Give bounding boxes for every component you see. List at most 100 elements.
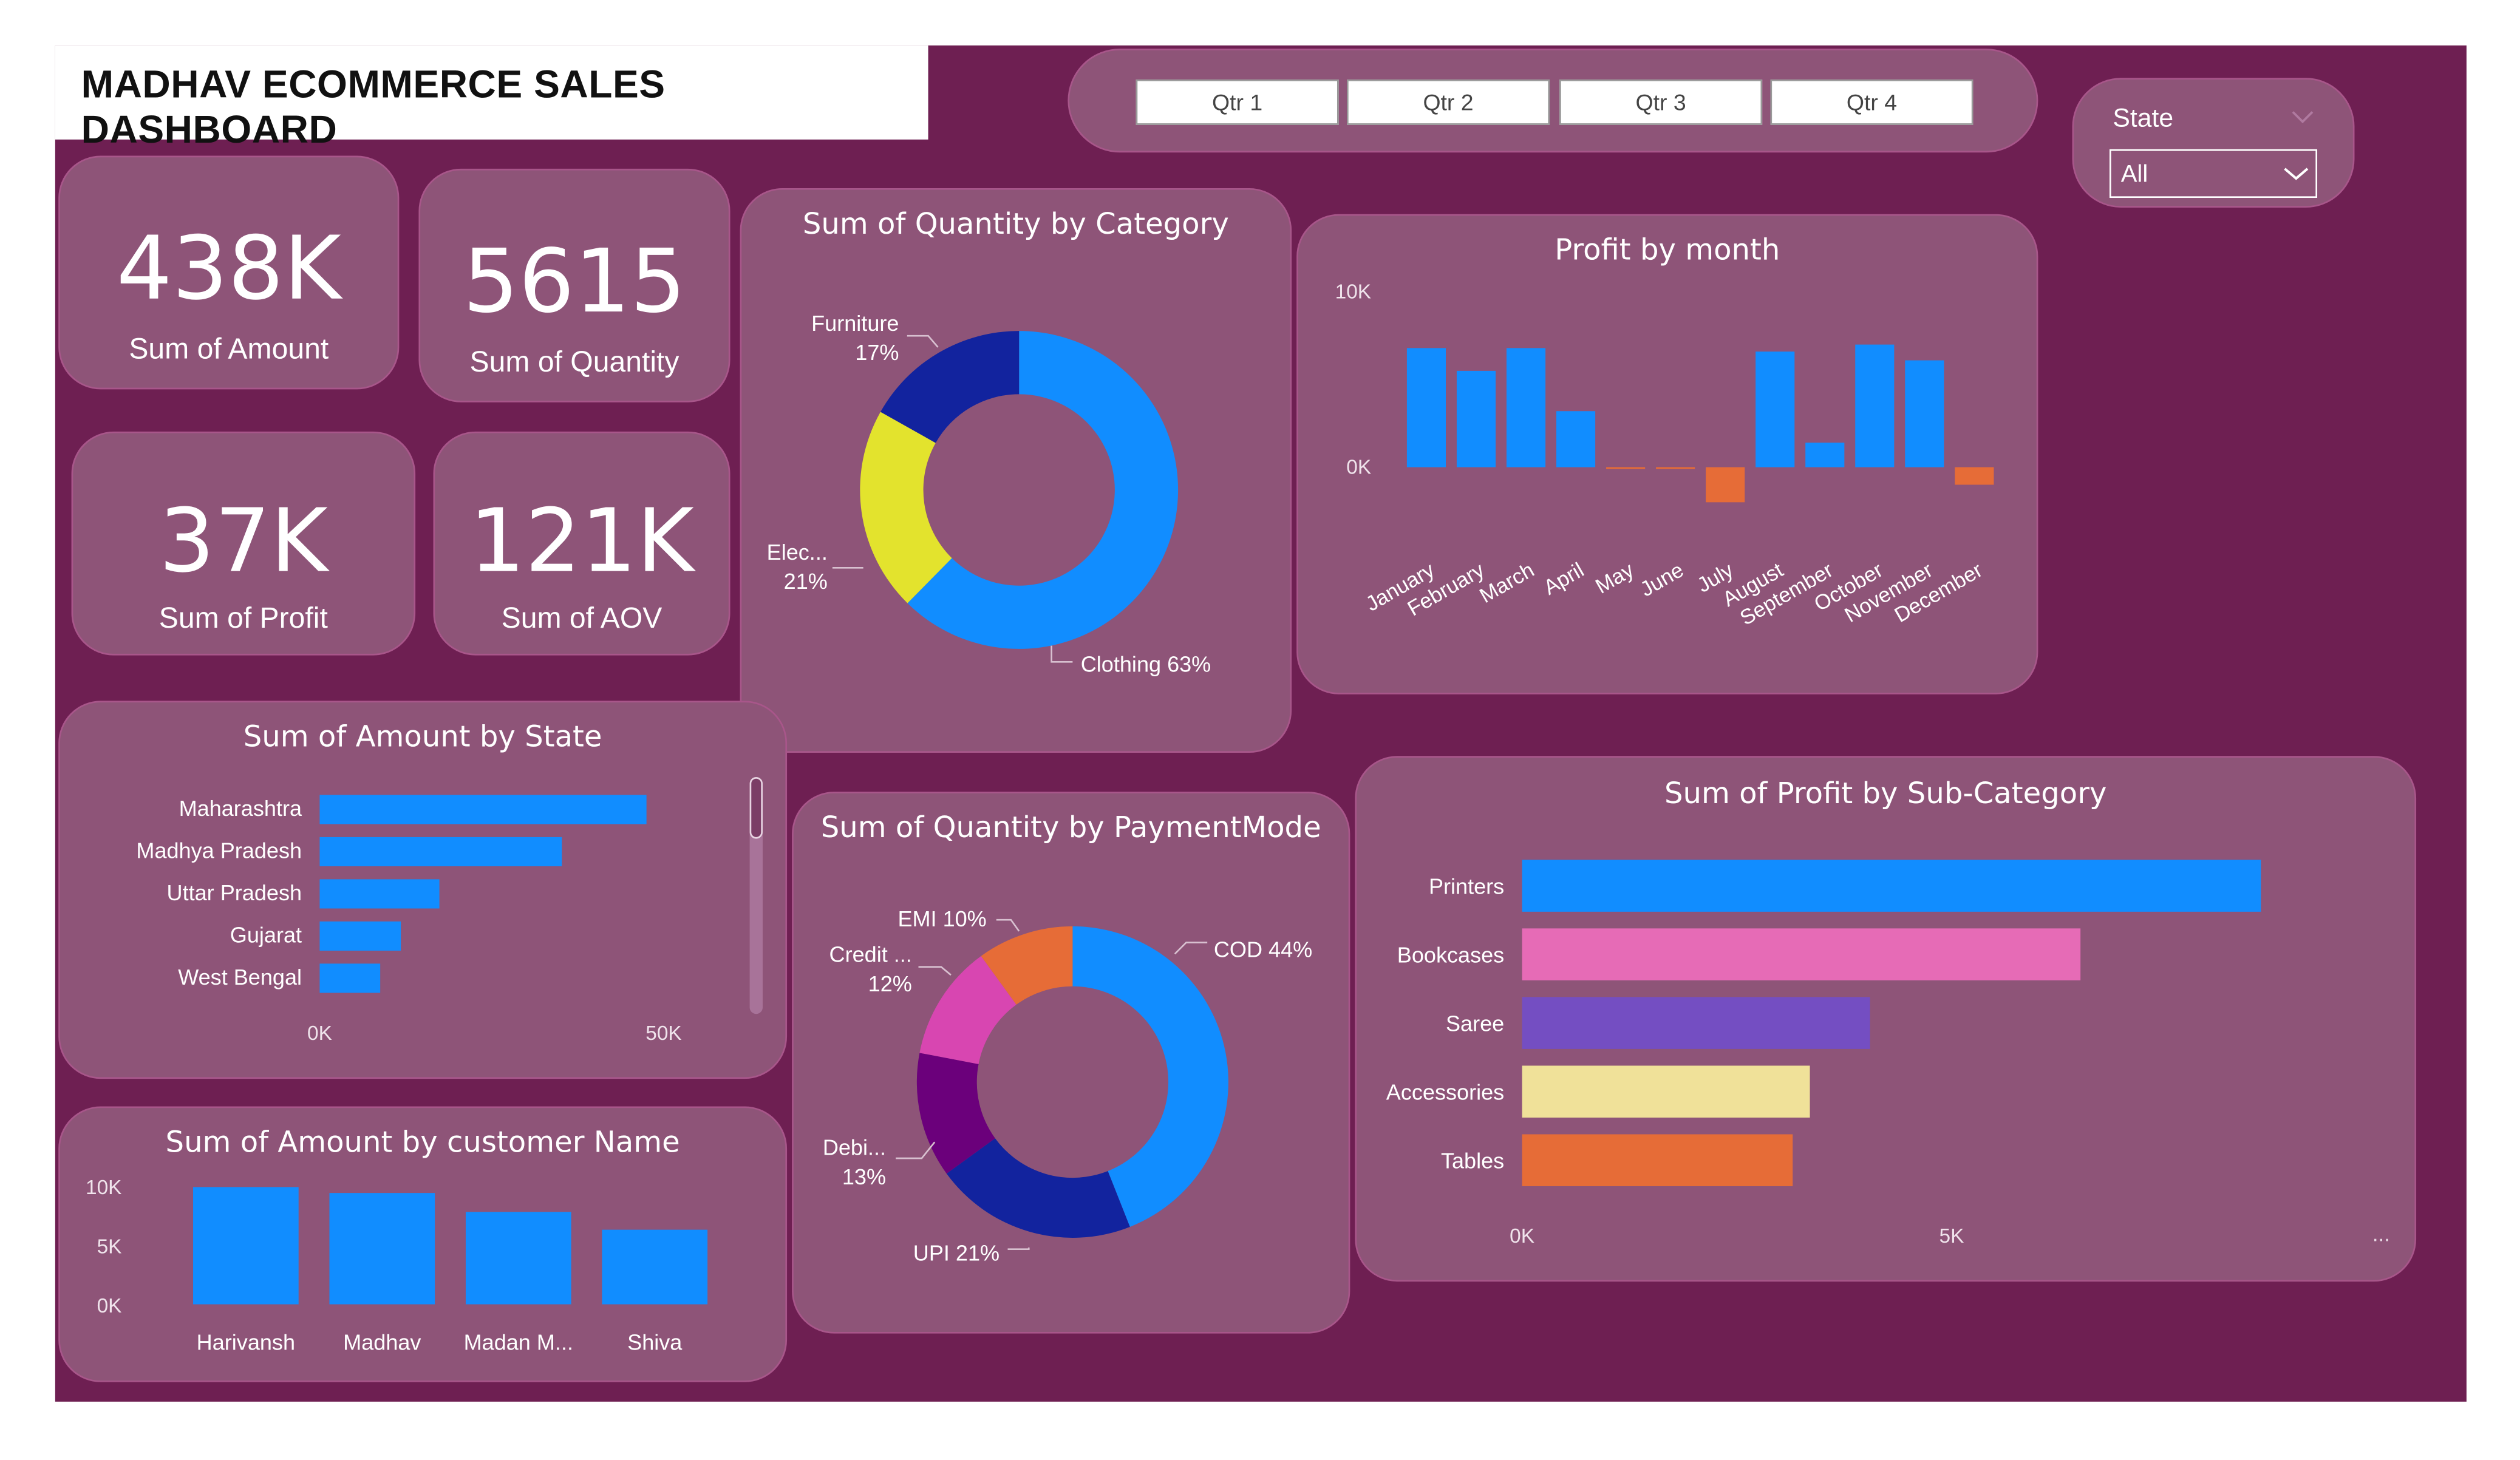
slice-label: Elec... <box>767 540 828 565</box>
leader-line <box>907 334 939 348</box>
x-tick-label: April <box>1540 559 1588 600</box>
title-banner: MADHAV ECOMMERCE SALES DASHBOARD <box>55 45 928 152</box>
scrollbar-thumb[interactable] <box>749 777 763 839</box>
donut-slice-cod <box>1072 926 1228 1227</box>
y-tick-label: Printers <box>1429 874 1504 898</box>
subcategory-bar <box>1522 1065 1810 1118</box>
x-tick-label: May <box>1592 559 1638 599</box>
subcategory-bar-chart: Printers Bookcases Saree Accessories Tables 0… <box>1386 860 2261 1248</box>
y-tick-label: Tables <box>1441 1149 1504 1173</box>
kpi-label: Sum of Amount <box>129 332 329 365</box>
x-tick-label: 5K <box>1939 1225 1964 1248</box>
leader-line <box>1007 1247 1030 1251</box>
customer-bar <box>329 1193 435 1305</box>
slice-label: 17% <box>855 340 899 365</box>
qtr-4-button[interactable]: Qtr 4 <box>1770 79 1973 125</box>
state-bar <box>319 795 647 824</box>
x-tick-label: 0K <box>1510 1225 1534 1248</box>
slice-label: 13% <box>842 1164 886 1189</box>
donut-slice-electronics <box>860 412 952 603</box>
slice-label: 21% <box>784 569 828 594</box>
month-bar <box>1855 344 1895 467</box>
payment-donut-chart: COD 44% UPI 21% Debi... 13% Credit ... 12% EMI… <box>823 906 1312 1265</box>
donut-slice-furniture <box>880 331 1020 443</box>
y-tick-label: 10K <box>86 1176 121 1199</box>
customer-bar <box>193 1187 299 1305</box>
y-tick-label: 10K <box>1335 281 1371 304</box>
state-filter-card: State All <box>2072 78 2355 208</box>
category-chart-card: Sum of Quantity by Category <box>740 188 1292 753</box>
month-bar <box>1955 467 1994 485</box>
payment-chart-card: Sum of Quantity by PaymentMode <box>792 792 1350 1334</box>
chart-title: Profit by month <box>1555 233 1780 268</box>
customer-bar <box>465 1212 571 1305</box>
subcategory-bar <box>1522 860 2261 912</box>
subcategory-bar <box>1522 1134 1793 1186</box>
category-donut-chart: Clothing 63% Elec... 21% Furniture 17% <box>767 311 1211 676</box>
x-tick-label: Madan M... <box>464 1329 573 1354</box>
chart-title: Sum of Quantity by Category <box>802 208 1229 242</box>
qtr-3-button[interactable]: Qtr 3 <box>1559 79 1763 125</box>
x-tick-label: 50K <box>645 1022 681 1045</box>
y-tick-label: 0K <box>1346 456 1371 478</box>
slice-label: UPI 21% <box>913 1240 999 1265</box>
x-tick-label: 0K <box>307 1022 332 1045</box>
y-tick-label: Madhya Pradesh <box>136 838 302 863</box>
donut-slice-debit-card <box>916 1053 995 1174</box>
y-tick-label: 0K <box>97 1295 122 1317</box>
slice-label: Clothing 63% <box>1081 651 1211 676</box>
slice-label: Credit ... <box>829 942 912 967</box>
donut-slice-upi <box>946 1138 1130 1238</box>
kpi-value: 37K <box>158 490 328 592</box>
qtr-2-button[interactable]: Qtr 2 <box>1347 79 1550 125</box>
x-tick-label: Shiva <box>627 1329 683 1354</box>
slice-label: Debi... <box>823 1135 886 1160</box>
kpi-value: 5615 <box>463 230 686 333</box>
state-bar <box>319 921 401 951</box>
slice-label: Furniture <box>811 311 899 336</box>
month-bar <box>1406 348 1446 467</box>
y-tick-label: Saree <box>1446 1011 1504 1036</box>
slice-label: 12% <box>868 971 912 996</box>
month-bar <box>1656 467 1695 469</box>
month-bar <box>1456 370 1496 467</box>
customer-bar <box>602 1229 708 1305</box>
y-tick-label: Maharashtra <box>179 796 302 821</box>
state-dropdown[interactable]: All <box>2109 149 2318 199</box>
chevron-down-icon <box>2292 111 2314 124</box>
donut-slice-clothing <box>907 331 1179 649</box>
kpi-value: 121K <box>469 490 695 592</box>
state-dropdown-value: All <box>2120 160 2148 188</box>
customer-bar-chart: 0K 5K 10K Harivansh Madhav Madan M... Shiva <box>86 1176 708 1354</box>
kpi-card-aov: 121K Sum of AOV <box>433 431 730 656</box>
kpi-label: Sum of AOV <box>501 602 662 634</box>
more-options-indicator[interactable]: ... <box>2372 1221 2390 1246</box>
chart-title: Sum of Quantity by PaymentMode <box>820 811 1321 846</box>
month-bar <box>1755 351 1795 467</box>
y-tick-label: West Bengal <box>178 965 302 990</box>
chart-title: Sum of Amount by State <box>243 720 602 755</box>
kpi-label: Sum of Quantity <box>469 345 679 378</box>
y-tick-label: Gujarat <box>230 923 302 948</box>
state-bar <box>319 837 562 867</box>
slice-label: COD 44% <box>1214 937 1312 962</box>
donut-slice-emi <box>981 926 1073 1005</box>
month-bar <box>1805 443 1845 467</box>
leader-line <box>896 1141 936 1160</box>
chart-title: Sum of Profit by Sub-Category <box>1664 777 2107 812</box>
kpi-value: 438K <box>116 217 341 320</box>
donut-slice-credit-card <box>919 956 1017 1064</box>
subcategory-bar <box>1522 928 2081 980</box>
y-tick-label: Uttar Pradesh <box>167 880 302 905</box>
x-tick-label: March <box>1476 559 1539 608</box>
chevron-down-icon <box>2284 168 2309 180</box>
month-bar <box>1556 411 1596 467</box>
state-bar-chart: Maharashtra Madhya Pradesh Uttar Pradesh Gu… <box>136 795 682 1045</box>
x-tick-label: Madhav <box>343 1329 421 1354</box>
y-tick-label: Bookcases <box>1397 942 1504 967</box>
state-filter-label: State <box>2113 105 2174 134</box>
qtr-1-button[interactable]: Qtr 1 <box>1136 79 1339 125</box>
month-bar <box>1706 467 1745 503</box>
dashboard-title: MADHAV ECOMMERCE SALES DASHBOARD <box>81 63 666 153</box>
